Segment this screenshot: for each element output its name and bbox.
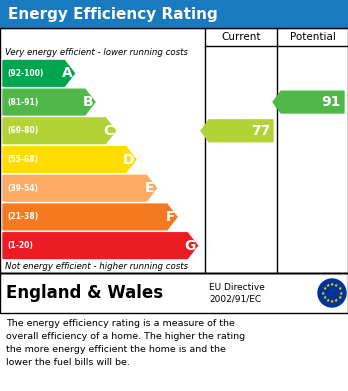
Text: ★: ★ xyxy=(334,298,339,303)
Bar xyxy=(0,273,348,313)
Bar xyxy=(0,0,348,28)
Text: ★: ★ xyxy=(337,295,342,300)
Polygon shape xyxy=(3,147,136,172)
Text: (69-80): (69-80) xyxy=(7,126,38,135)
Text: ★: ★ xyxy=(334,283,339,288)
Polygon shape xyxy=(3,89,95,115)
Polygon shape xyxy=(3,118,116,143)
Text: 77: 77 xyxy=(251,124,270,138)
Text: ★: ★ xyxy=(330,299,334,304)
Text: ★: ★ xyxy=(322,286,327,291)
Text: (81-91): (81-91) xyxy=(7,98,38,107)
Text: EU Directive
2002/91/EC: EU Directive 2002/91/EC xyxy=(209,283,265,303)
Polygon shape xyxy=(3,61,74,86)
Text: The energy efficiency rating is a measure of the
overall efficiency of a home. T: The energy efficiency rating is a measur… xyxy=(6,319,245,366)
Text: Energy Efficiency Rating: Energy Efficiency Rating xyxy=(8,7,218,22)
Text: ★: ★ xyxy=(337,286,342,291)
Text: Current: Current xyxy=(221,32,261,42)
Polygon shape xyxy=(3,233,198,258)
Text: ★: ★ xyxy=(325,283,330,288)
Polygon shape xyxy=(3,175,157,201)
Circle shape xyxy=(318,279,346,307)
Polygon shape xyxy=(273,91,344,113)
Text: 91: 91 xyxy=(322,95,341,109)
Text: Potential: Potential xyxy=(290,32,335,42)
Text: ★: ★ xyxy=(325,298,330,303)
Text: ★: ★ xyxy=(322,295,327,300)
Text: Very energy efficient - lower running costs: Very energy efficient - lower running co… xyxy=(5,48,188,57)
Text: England & Wales: England & Wales xyxy=(6,284,163,302)
Text: ★: ★ xyxy=(339,291,343,296)
Text: (92-100): (92-100) xyxy=(7,69,44,78)
Text: F: F xyxy=(166,210,175,224)
Text: ★: ★ xyxy=(330,282,334,287)
Text: (39-54): (39-54) xyxy=(7,184,38,193)
Text: D: D xyxy=(122,152,134,167)
Text: A: A xyxy=(62,66,72,81)
Text: C: C xyxy=(103,124,113,138)
Bar xyxy=(0,28,348,273)
Text: (55-68): (55-68) xyxy=(7,155,38,164)
Text: Not energy efficient - higher running costs: Not energy efficient - higher running co… xyxy=(5,262,188,271)
Text: G: G xyxy=(184,239,196,253)
Text: ★: ★ xyxy=(321,291,325,296)
Polygon shape xyxy=(3,204,177,230)
Text: (1-20): (1-20) xyxy=(7,241,33,250)
Text: (21-38): (21-38) xyxy=(7,212,38,221)
Text: B: B xyxy=(82,95,93,109)
Polygon shape xyxy=(201,120,273,142)
Text: E: E xyxy=(145,181,155,195)
